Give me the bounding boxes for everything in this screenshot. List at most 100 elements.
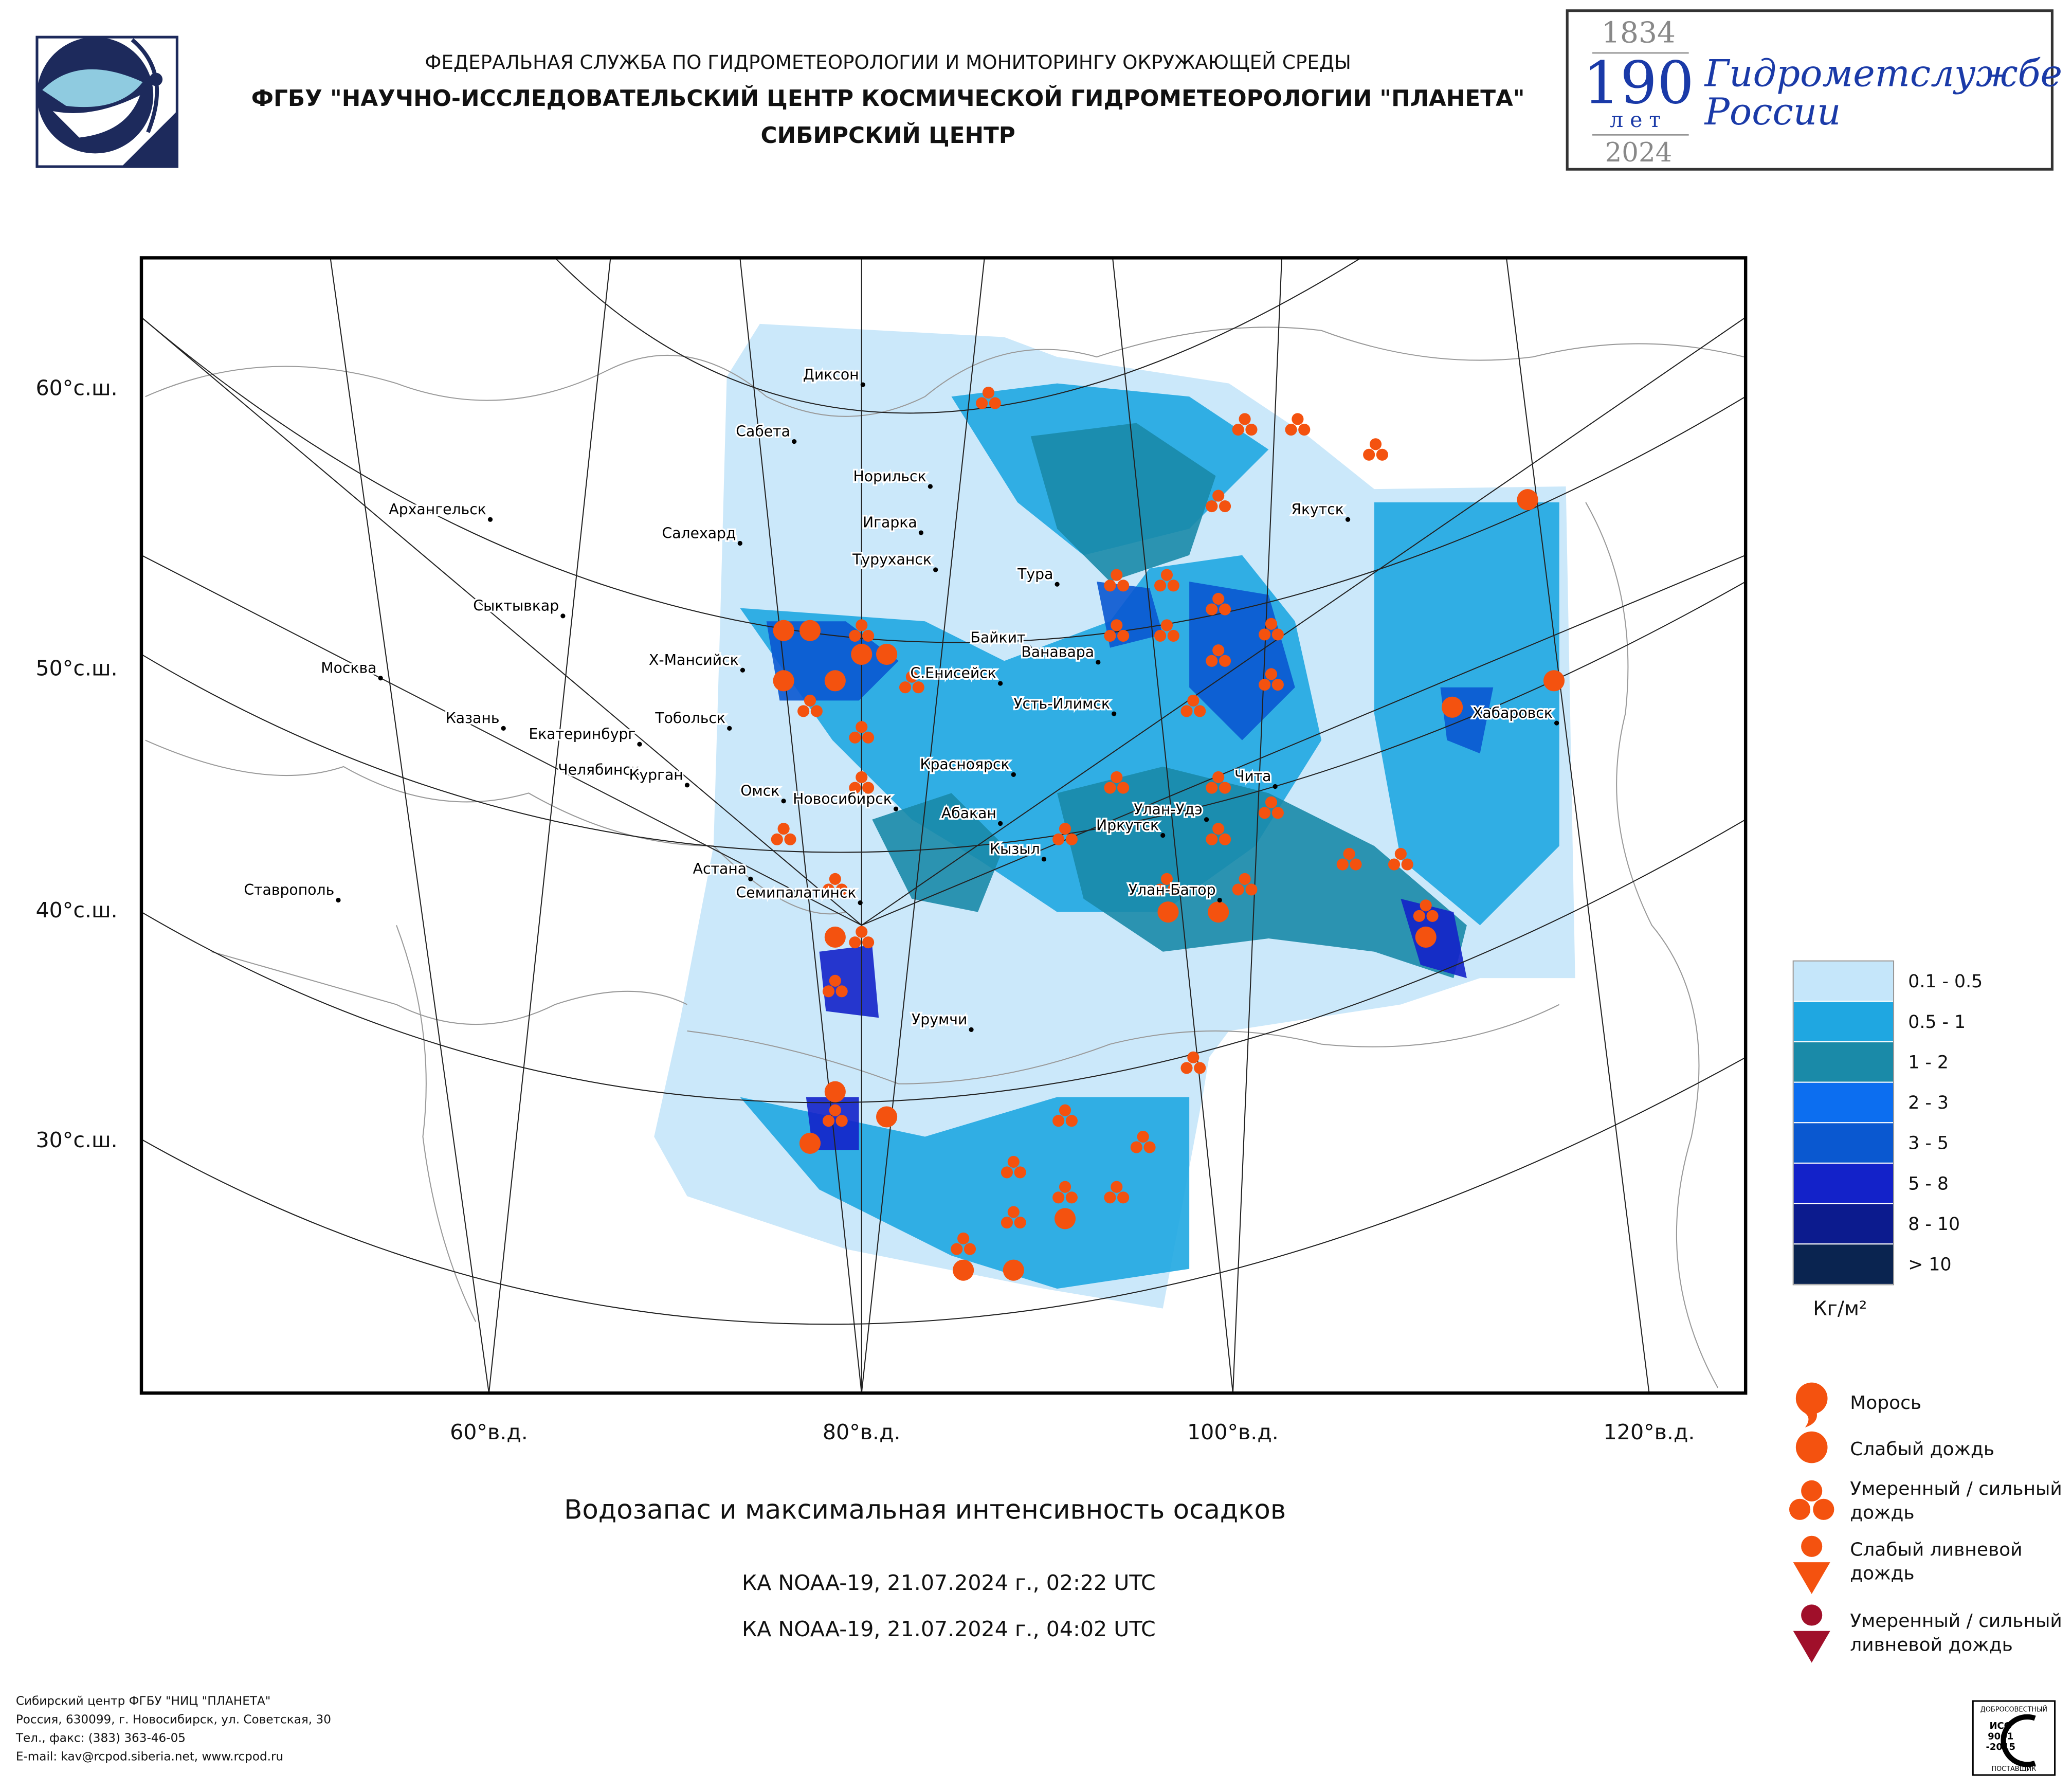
precip-light-rain [773, 670, 794, 692]
legend-precip-label: Умеренный / сильный [1850, 1611, 2062, 1632]
anniversary-line2: России [1703, 90, 1841, 133]
city-dot [1217, 897, 1222, 903]
anniversary-end-year: 2024 [1605, 137, 1673, 168]
precip-moderate-rain [1426, 910, 1439, 922]
precip-moderate-rain [1160, 569, 1173, 581]
precip-moderate-rain [835, 883, 848, 896]
precip-moderate-rain [1245, 883, 1258, 896]
border-line [211, 951, 687, 1025]
certificate-bottom: ПОСТАВЩИК [1991, 1765, 2036, 1773]
precip-light-rain [824, 1081, 846, 1102]
precip-moderate-rain [1336, 858, 1349, 871]
precip-moderate-rain [905, 671, 918, 683]
legend-heavy-shower-symbol [1801, 1604, 1823, 1626]
city-dot [336, 897, 341, 903]
city-label: Семипалатинск [736, 884, 857, 901]
precip-moderate-rain [1271, 628, 1284, 641]
precip-moderate-rain [1343, 847, 1355, 860]
legend-swatch [1792, 1041, 1895, 1083]
graticule-line [739, 258, 862, 1394]
city-dot [893, 806, 899, 811]
precip-moderate-rain [1206, 500, 1218, 513]
latitude-label: 40°с.ш. [35, 898, 117, 922]
anniversary-unit: лет [1610, 107, 1667, 132]
legend-swatch [1792, 1001, 1895, 1043]
city-label: С.Енисейск [911, 665, 996, 682]
precip-moderate-rain [1239, 413, 1251, 425]
legend-range-label: 2 - 3 [1908, 1093, 1949, 1113]
precip-moderate-rain [1239, 873, 1251, 885]
precip-light-rain [1003, 1259, 1024, 1281]
precip-moderate-rain [989, 397, 1001, 409]
footer-line: Тел., факс: (383) 363-46-05 [15, 1732, 186, 1745]
city-dot [727, 726, 732, 731]
precip-moderate-rain [1111, 771, 1123, 784]
precip-moderate-rain [1232, 423, 1244, 436]
city-dot [501, 726, 506, 731]
latitude-label: 60°с.ш. [35, 376, 117, 401]
precip-moderate-rain [1420, 899, 1432, 912]
city-dot [781, 799, 786, 804]
city-dot [1345, 517, 1351, 522]
precip-moderate-rain [1065, 1191, 1078, 1204]
precip-light-rain [1415, 926, 1437, 948]
city-dot [1160, 833, 1166, 838]
precip-moderate-rain [1212, 490, 1225, 502]
precip-moderate-rain [1104, 782, 1116, 794]
border-line [396, 925, 477, 1322]
water-content-area [819, 945, 879, 1018]
precip-moderate-rain [1219, 782, 1231, 794]
anniversary-frame [1566, 9, 2054, 171]
precip-moderate-rain [1065, 833, 1078, 845]
precip-moderate-rain [1350, 858, 1362, 871]
city-label: Сабета [736, 423, 790, 440]
precip-light-rain [1517, 489, 1538, 511]
legend-light-shower-triangle [1793, 1562, 1830, 1594]
precip-moderate-rain [1104, 629, 1116, 642]
legend-moderate-rain-symbol [1813, 1498, 1834, 1520]
border-line [145, 327, 1744, 417]
precip-light-rain [876, 1106, 898, 1128]
graticule-line [330, 258, 489, 1394]
precip-moderate-rain [1001, 1166, 1013, 1179]
legend-range-label: 8 - 10 [1908, 1214, 1960, 1235]
city-dot [1041, 857, 1047, 862]
precip-moderate-rain [899, 681, 912, 694]
city-dot [928, 484, 933, 489]
precip-moderate-rain [1394, 847, 1407, 860]
precip-moderate-rain [1180, 705, 1193, 717]
legend-range-label: 3 - 5 [1908, 1133, 1949, 1154]
legend-swatch [1792, 1162, 1895, 1204]
city-label: Салехард [662, 524, 736, 541]
city-label: Кызыл [990, 841, 1040, 858]
precip-light-rain [824, 670, 846, 692]
precip-light-rain [824, 926, 846, 948]
precip-moderate-rain [1052, 1191, 1065, 1204]
border-line [1585, 502, 1719, 1388]
city-dot [487, 517, 493, 522]
agency-logo [35, 35, 178, 168]
logo-satellite [149, 73, 163, 86]
city-dot [997, 821, 1003, 826]
legend-precip-label: дождь [1850, 1502, 1914, 1523]
city-label: Норильск [853, 468, 926, 485]
city-label: Абакан [941, 805, 996, 822]
precip-moderate-rain [1014, 1217, 1026, 1229]
precip-moderate-rain [1363, 448, 1375, 461]
city-dot [740, 667, 746, 673]
precip-moderate-rain [1117, 1191, 1130, 1204]
city-label: Улан-Удэ [1134, 801, 1203, 818]
graticule-line [141, 317, 1746, 643]
water-content-area [872, 793, 1005, 912]
precip-moderate-rain [1265, 618, 1278, 630]
city-dot [918, 530, 924, 535]
city-label: Ванавара [1021, 644, 1094, 661]
certificate-iso: ИСО [1989, 1721, 2012, 1731]
legend-swatch [1792, 1243, 1895, 1285]
anniversary-number: 190 [1583, 49, 1694, 117]
precip-moderate-rain [1052, 1115, 1065, 1127]
city-dot [1554, 720, 1559, 726]
precip-moderate-rain [1369, 438, 1382, 450]
legend-swatch [1792, 1203, 1895, 1245]
precip-moderate-rain [1180, 1062, 1193, 1074]
